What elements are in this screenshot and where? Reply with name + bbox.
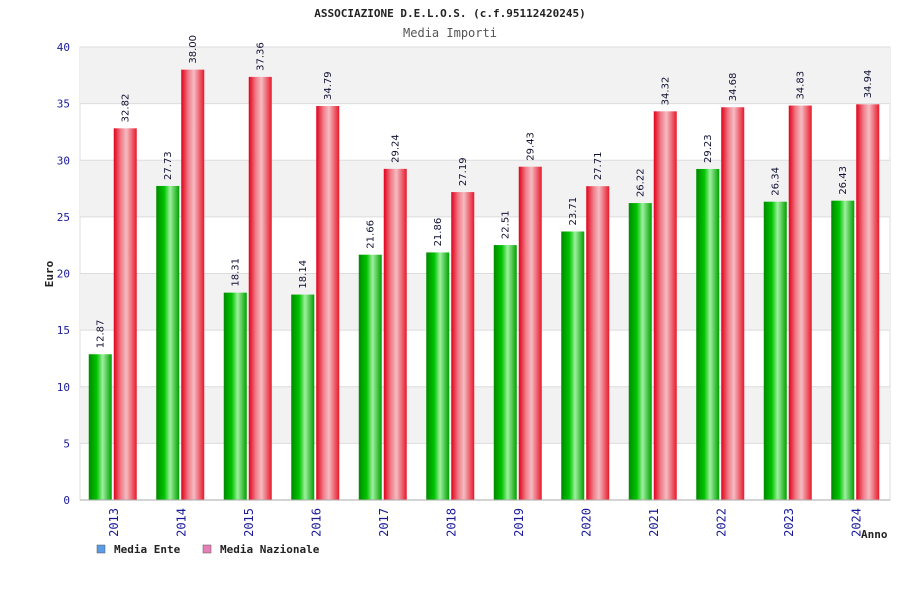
x-tick-label: 2020: [579, 508, 593, 537]
data-label-ente: 22.51: [501, 210, 512, 239]
x-tick-label: 2017: [377, 508, 391, 537]
bars: [88, 69, 880, 501]
data-label-ente: 12.87: [96, 320, 107, 349]
data-labels: 12.87 32.82 27.73 38.00 18.31 37.36 18.14 34.79…: [96, 35, 875, 348]
y-tick-label: 30: [57, 154, 70, 167]
data-label-ente: 26.22: [636, 168, 647, 197]
bar-media-ente: [561, 231, 585, 500]
bar-media-ente: [696, 168, 720, 500]
data-label-ente: 23.71: [568, 197, 579, 226]
legend-label-nazionale: Media Nazionale: [220, 543, 320, 556]
data-label-ente: 29.23: [703, 134, 714, 163]
x-tick-label: 2014: [174, 508, 188, 537]
bar-media-ente: [831, 200, 855, 501]
data-label-nazionale: 27.19: [458, 157, 469, 186]
legend-label-ente: Media Ente: [114, 543, 181, 556]
bar-media-nazionale: [113, 128, 137, 500]
plot-band: [80, 47, 890, 104]
data-label-ente: 26.34: [771, 167, 782, 196]
data-label-ente: 21.66: [366, 220, 377, 249]
y-tick-label: 10: [57, 381, 70, 394]
data-label-ente: 18.14: [298, 260, 309, 289]
x-axis-ticks: 2013 2014 2015 2016 2017 2018 2019 2020 2021 2022…: [107, 508, 864, 537]
bar-media-ente: [156, 185, 180, 500]
bar-media-nazionale: [451, 192, 475, 501]
data-label-nazionale: 34.68: [728, 73, 739, 102]
bar-media-ente: [763, 201, 787, 500]
data-label-ente: 26.43: [838, 166, 849, 195]
data-label-ente: 21.86: [433, 218, 444, 247]
data-label-nazionale: 32.82: [121, 94, 132, 123]
y-tick-label: 20: [57, 268, 70, 281]
bar-media-nazionale: [653, 111, 677, 501]
bar-media-nazionale: [316, 106, 340, 501]
data-label-nazionale: 34.83: [796, 71, 807, 100]
x-tick-label: 2018: [444, 508, 458, 537]
y-tick-label: 15: [57, 324, 70, 337]
x-tick-label: 2015: [242, 508, 256, 537]
x-tick-label: 2022: [714, 508, 728, 537]
data-label-nazionale: 29.43: [526, 132, 537, 161]
bar-media-ente: [88, 354, 112, 500]
y-tick-label: 5: [63, 437, 70, 450]
data-label-nazionale: 29.24: [391, 134, 402, 163]
data-label-nazionale: 38.00: [188, 35, 199, 64]
x-tick-label: 2021: [647, 508, 661, 537]
x-tick-label: 2019: [512, 508, 526, 537]
bar-media-ente: [493, 245, 517, 500]
y-axis-ticks: 0 5 10 15 20 25 30 35 40: [57, 41, 70, 507]
bar-media-nazionale: [248, 76, 272, 500]
data-label-nazionale: 37.36: [256, 42, 267, 71]
bar-media-nazionale: [181, 69, 205, 501]
bar-media-nazionale: [788, 105, 812, 501]
y-tick-label: 0: [63, 494, 70, 507]
data-label-ente: 27.73: [163, 151, 174, 180]
chart-subtitle: Media Importi: [403, 26, 497, 40]
legend-swatch-ente: [96, 544, 106, 554]
plot-band: [80, 273, 890, 331]
bar-media-nazionale: [721, 107, 745, 501]
y-axis-label: Euro: [43, 260, 56, 287]
data-label-nazionale: 34.79: [323, 71, 334, 100]
x-tick-label: 2023: [782, 508, 796, 537]
bar-media-ente: [426, 252, 450, 500]
x-tick-label: 2024: [849, 508, 863, 537]
x-tick-label: 2013: [107, 508, 121, 537]
legend-swatch-nazionale: [202, 544, 212, 554]
plot-band: [80, 386, 890, 444]
bar-media-nazionale: [856, 104, 880, 500]
chart-title: ASSOCIAZIONE D.E.L.O.S. (c.f.95112420245…: [314, 7, 586, 20]
y-tick-label: 35: [57, 98, 70, 111]
bar-media-ente: [628, 203, 652, 500]
bar-media-nazionale: [586, 186, 610, 500]
legend: Media Ente Media Nazionale: [96, 543, 320, 556]
bar-media-nazionale: [518, 166, 542, 500]
plot-band: [80, 160, 890, 217]
data-label-nazionale: 34.32: [661, 77, 672, 106]
data-label-nazionale: 34.94: [863, 70, 874, 99]
y-tick-label: 25: [57, 211, 70, 224]
data-label-ente: 18.31: [231, 258, 242, 287]
data-label-nazionale: 27.71: [593, 152, 604, 181]
x-tick-label: 2016: [309, 508, 323, 537]
y-tick-label: 40: [57, 41, 70, 54]
bar-media-ente: [223, 292, 247, 500]
bar-media-nazionale: [383, 168, 407, 500]
bar-media-ente: [291, 294, 315, 500]
x-axis-label: Anno: [861, 528, 888, 541]
bar-media-ente: [358, 254, 382, 500]
